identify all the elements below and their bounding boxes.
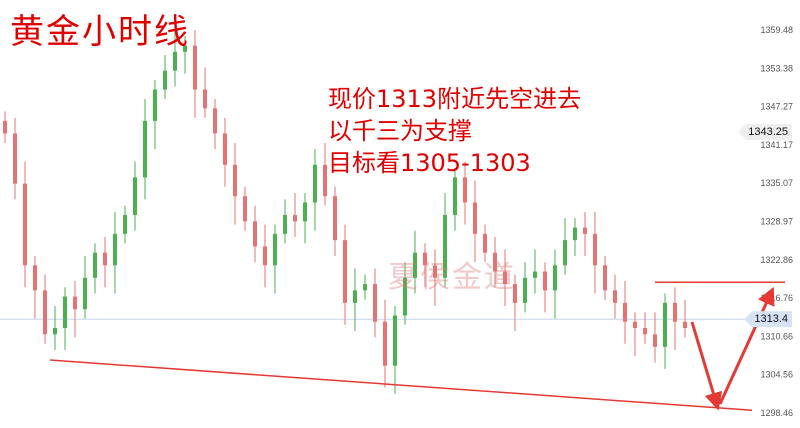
candle-body [533, 271, 537, 278]
candle-body [673, 302, 677, 322]
candle-body [503, 271, 507, 285]
candle-body [353, 290, 357, 303]
y-tick-label: 1335.07 [760, 178, 793, 188]
y-tick-label: 1347.27 [760, 102, 793, 112]
candle-body [103, 252, 107, 266]
candle-body [413, 252, 417, 278]
candle-body [373, 284, 377, 322]
candle-body [53, 328, 57, 335]
candle-body [473, 202, 477, 234]
current-price-label: 1313.4 [744, 311, 792, 328]
candle-body [653, 334, 657, 347]
candle-body [463, 177, 467, 203]
candle-body [553, 265, 557, 291]
candle-body [543, 271, 547, 291]
candle-body [23, 183, 27, 266]
annotation-line-1: 现价1313附近先空进去 [328, 85, 582, 113]
support-trendline [49, 359, 753, 411]
candle-body [73, 296, 77, 310]
annotation-line-2: 以千三为支撑 [328, 117, 472, 145]
candle-body [643, 328, 647, 335]
y-tick-label: 1359.48 [760, 25, 793, 35]
candle-body [183, 45, 187, 52]
candle-body [523, 277, 527, 303]
y-tick-label: 1341.17 [760, 140, 793, 150]
candle-body [253, 221, 257, 247]
arrow-down [690, 321, 723, 411]
y-tick-label: 1328.97 [760, 217, 793, 227]
candle-body [43, 290, 47, 335]
candle-body [443, 215, 447, 278]
chart-title: 黄金小时线 [10, 12, 190, 52]
candle-body [323, 164, 327, 197]
y-tick-label: 1353.38 [760, 63, 793, 73]
candle-body [13, 133, 17, 184]
y-tick-label: 1316.76 [760, 293, 793, 303]
annotation-line-3: 目标看1305-1303 [328, 149, 531, 177]
watermark: 夏侯金道 [388, 260, 516, 295]
candle-body [593, 233, 597, 266]
candle-body [363, 284, 367, 291]
candle-body [133, 177, 137, 216]
y-axis: 1359.48 1353.38 1347.27 1341.17 1335.07 1328.… [760, 25, 793, 418]
candle-body [513, 284, 517, 303]
candle-body [293, 215, 297, 222]
candle-body [453, 177, 457, 216]
candle-body [663, 302, 667, 347]
candle-body [303, 202, 307, 222]
candle-body [153, 89, 157, 121]
candle-body [563, 240, 567, 266]
candle-body [623, 302, 627, 322]
candle-body [333, 196, 337, 241]
candle-body [423, 252, 427, 266]
candle-body [263, 246, 267, 266]
candle-body [393, 315, 397, 366]
candle-body [163, 70, 167, 90]
candle-body [573, 227, 577, 241]
candle-body [193, 45, 197, 90]
candle-body [233, 164, 237, 197]
candle-body [63, 296, 67, 329]
candle-body [223, 133, 227, 165]
candle-body [83, 277, 87, 310]
candle-body [603, 265, 607, 291]
candle-body [683, 321, 687, 329]
candle-body [3, 120, 7, 134]
candle-body [583, 227, 587, 234]
candle-body [483, 233, 487, 253]
candle-body [33, 265, 37, 291]
candle-body [123, 215, 127, 234]
candle-body [403, 277, 407, 316]
candle-body [93, 252, 97, 278]
candle-body [383, 321, 387, 366]
candle-body [143, 120, 147, 178]
candle-body [633, 321, 637, 329]
y-tick-label: 1310.66 [760, 331, 793, 341]
y-tick-label: 1322.86 [760, 255, 793, 265]
y-tick-label: 1304.56 [760, 370, 793, 380]
candle-body [433, 265, 437, 278]
candles [3, 29, 687, 394]
candle-body [273, 233, 277, 266]
candle-body [283, 215, 287, 234]
candle-body [313, 164, 317, 203]
candle-body [243, 196, 247, 222]
candle-body [493, 252, 497, 272]
candle-body [343, 240, 347, 303]
last-price-label: 1343.25 [738, 123, 792, 140]
candle-body [203, 89, 207, 109]
candle-body [613, 290, 617, 303]
candle-body [173, 51, 177, 71]
candle-body [113, 233, 117, 266]
candle-body [213, 108, 217, 134]
y-tick-label: 1298.46 [760, 408, 793, 418]
